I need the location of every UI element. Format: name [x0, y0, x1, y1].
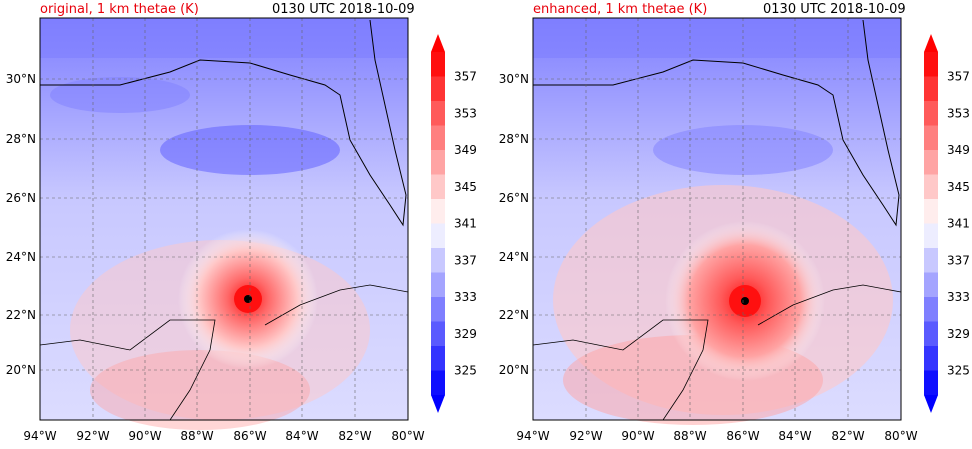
lon-label: 82°W	[338, 429, 371, 443]
lon-label: 94°W	[23, 429, 56, 443]
colorbar-label: 341	[947, 217, 970, 231]
colorbar-extend-top	[431, 34, 445, 52]
colorbar-segment	[924, 223, 938, 249]
lon-label: 92°W	[569, 429, 602, 443]
colorbar-segment	[924, 272, 938, 298]
panel-original: 20°N 22°N 24°N 26°N 28°N 30°N 94°W 92°W …	[6, 2, 477, 443]
lon-label: 86°W	[726, 429, 759, 443]
lat-label: 24°N	[6, 250, 36, 264]
colorbar-segment	[431, 199, 445, 224]
lon-label: 94°W	[516, 429, 549, 443]
colorbar-segment	[431, 346, 445, 371]
colorbar-segment	[924, 248, 938, 273]
lon-label: 82°W	[831, 429, 864, 443]
storm-center-marker	[741, 297, 749, 305]
lon-label: 80°W	[391, 429, 424, 443]
colorbar-extend-top	[924, 34, 938, 52]
lat-label: 22°N	[6, 308, 36, 322]
lat-label: 22°N	[499, 308, 529, 322]
lon-label: 88°W	[180, 429, 213, 443]
lon-label: 80°W	[884, 429, 917, 443]
colorbar-segment	[924, 370, 938, 396]
colorbar-segment	[924, 76, 938, 102]
colorbar-segment	[924, 174, 938, 200]
colorbar-label: 345	[947, 180, 970, 194]
panel-enhanced: 20°N 22°N 24°N 26°N 28°N 30°N 94°W 92°W …	[493, 0, 972, 449]
colorbar-segment	[924, 125, 938, 151]
storm-center-marker	[244, 295, 252, 303]
colorbar-segment	[924, 101, 938, 126]
lon-label: 90°W	[128, 429, 161, 443]
map-enhanced: 20°N 22°N 24°N 26°N 28°N 30°N 94°W 92°W …	[499, 17, 970, 443]
lon-label: 90°W	[621, 429, 654, 443]
colorbar-segment	[431, 174, 445, 200]
lat-labels: 20°N 22°N 24°N 26°N 28°N 30°N	[499, 72, 529, 377]
lat-labels: 20°N 22°N 24°N 26°N 28°N 30°N	[6, 72, 36, 377]
colorbar-label: 345	[454, 180, 477, 194]
colorbar-label: 337	[947, 253, 970, 267]
colorbar-segment	[924, 52, 938, 77]
colorbar-label: 325	[947, 364, 970, 378]
panel-timestamp: 0130 UTC 2018-10-09	[272, 2, 415, 17]
colorbar-segment	[924, 297, 938, 322]
colorbar-segment	[924, 199, 938, 224]
lat-label: 20°N	[6, 363, 36, 377]
panel-title: original, 1 km thetae (K)	[40, 2, 199, 17]
colorbar-segment	[431, 125, 445, 151]
colorbar-original: 357 353 349 345 341 337 333 329 325	[431, 34, 477, 413]
colorbar-segment	[431, 223, 445, 249]
lon-labels: 94°W 92°W 90°W 88°W 86°W 84°W 82°W 80°W	[516, 429, 917, 443]
colorbar-label: 333	[947, 290, 970, 304]
colorbar-label: 333	[454, 290, 477, 304]
colorbar-enhanced: 357 353 349 345 341 337 333 329 325	[924, 34, 970, 413]
colorbar-segment	[431, 150, 445, 175]
colorbar-label: 357	[454, 70, 477, 84]
colorbar-extend-bottom	[431, 395, 445, 413]
lon-label: 84°W	[778, 429, 811, 443]
colorbar-segment	[924, 346, 938, 371]
lat-label: 24°N	[499, 250, 529, 264]
colorbar-label: 325	[454, 364, 477, 378]
colorbar-segment	[431, 52, 445, 77]
colorbar-segment	[431, 272, 445, 298]
map-original: 20°N 22°N 24°N 26°N 28°N 30°N 94°W 92°W …	[6, 17, 477, 443]
colorbar-label: 329	[947, 327, 970, 341]
lon-label: 92°W	[76, 429, 109, 443]
colorbar-label: 349	[947, 143, 970, 157]
lat-label: 28°N	[6, 132, 36, 146]
lat-label: 26°N	[499, 191, 529, 205]
colorbar-segment	[431, 76, 445, 102]
colorbar-segment	[431, 321, 445, 347]
lat-label: 26°N	[6, 191, 36, 205]
lon-label: 88°W	[673, 429, 706, 443]
lon-labels: 94°W 92°W 90°W 88°W 86°W 84°W 82°W 80°W	[23, 429, 424, 443]
lat-label: 30°N	[499, 72, 529, 86]
colorbar-label: 353	[454, 106, 477, 120]
colorbar-segment	[431, 370, 445, 396]
panel-title: enhanced, 1 km thetae (K)	[533, 2, 708, 17]
colorbar-segment	[431, 297, 445, 322]
colorbar-label: 357	[947, 70, 970, 84]
colorbar-segment	[924, 150, 938, 175]
colorbar-segment	[431, 101, 445, 126]
colorbar-segment	[924, 321, 938, 347]
lat-label: 30°N	[6, 72, 36, 86]
colorbar-label: 353	[947, 106, 970, 120]
colorbar-label: 329	[454, 327, 477, 341]
colorbar-segment	[431, 248, 445, 273]
colorbar-extend-bottom	[924, 395, 938, 413]
lon-label: 86°W	[233, 429, 266, 443]
colorbar-label: 341	[454, 217, 477, 231]
colorbar-label: 349	[454, 143, 477, 157]
map-frame	[39, 17, 409, 430]
colorbar-label: 337	[454, 253, 477, 267]
map-frame	[532, 17, 902, 425]
lat-label: 20°N	[499, 363, 529, 377]
lat-label: 28°N	[499, 132, 529, 146]
lon-label: 84°W	[285, 429, 318, 443]
panel-timestamp: 0130 UTC 2018-10-09	[763, 2, 906, 17]
